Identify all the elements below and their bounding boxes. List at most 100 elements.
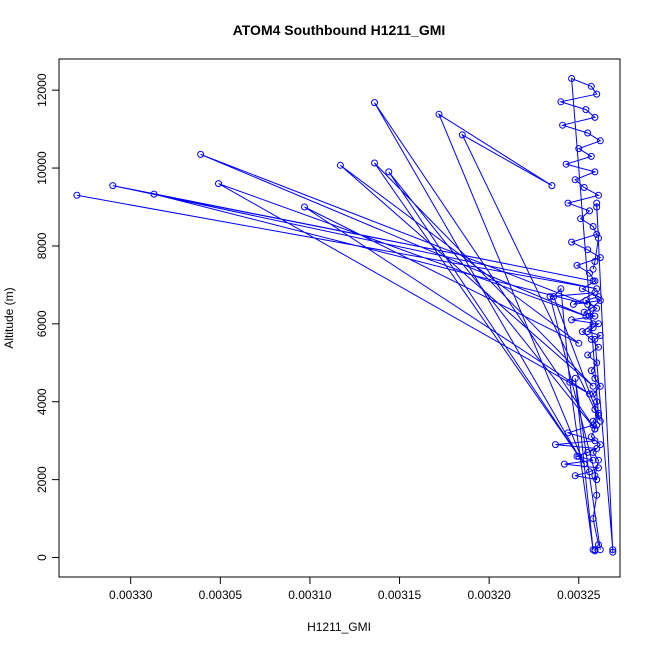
- data-point: [593, 90, 601, 98]
- data-point: [584, 351, 592, 359]
- data-point: [584, 328, 592, 336]
- data-point: [591, 335, 599, 343]
- data-point: [587, 335, 595, 343]
- x-axis-label: H1211_GMI: [307, 620, 371, 634]
- data-point: [577, 215, 585, 223]
- data-point: [589, 320, 597, 328]
- y-tick-label: 4000: [35, 388, 49, 415]
- data-point: [336, 161, 344, 169]
- y-axis: 0 2000 4000 6000 8000 10000 12000: [35, 73, 59, 561]
- data-point: [550, 293, 558, 301]
- data-point: [589, 417, 597, 425]
- data-point: [596, 546, 604, 554]
- data-point: [596, 137, 604, 145]
- data-point: [591, 472, 599, 480]
- series-lines: [76, 77, 614, 553]
- data-point: [591, 113, 599, 121]
- data-point: [591, 425, 599, 433]
- data-point: [546, 293, 554, 301]
- data-point: [595, 456, 602, 464]
- data-point: [589, 546, 597, 554]
- data-point: [571, 374, 579, 382]
- data-point: [589, 456, 597, 464]
- data-point: [73, 191, 81, 199]
- data-point: [582, 297, 590, 304]
- data-point: [591, 406, 599, 413]
- data-point: [586, 390, 593, 398]
- data-point: [215, 180, 222, 188]
- data-point: [589, 390, 597, 398]
- data-point: [557, 98, 565, 106]
- data-point: [557, 285, 565, 293]
- data-point: [584, 246, 592, 254]
- data-point: [591, 437, 599, 445]
- y-tick-label: 2000: [35, 466, 49, 493]
- data-point: [593, 398, 601, 406]
- y-tick-label: 8000: [35, 232, 49, 259]
- data-point: [591, 258, 599, 265]
- data-point: [595, 343, 602, 351]
- data-point: [595, 464, 602, 472]
- data-point: [587, 82, 595, 90]
- data-point: [578, 285, 586, 293]
- data-point: [589, 277, 597, 285]
- data-point: [587, 367, 595, 375]
- data-point: [580, 184, 588, 191]
- data-point: [589, 421, 597, 429]
- data-point: [568, 75, 576, 82]
- series-line: [76, 102, 601, 550]
- data-point: [596, 417, 604, 425]
- x-tick-label: 0.00315: [378, 588, 422, 602]
- y-tick-label: 0: [35, 554, 49, 561]
- data-point: [582, 312, 590, 320]
- series-points: [73, 75, 617, 556]
- data-point: [596, 441, 604, 449]
- data-point: [560, 460, 568, 468]
- data-point: [559, 121, 567, 129]
- x-tick-label: 0.00320: [467, 588, 511, 602]
- data-point: [596, 254, 604, 262]
- x-tick-label: 0.00305: [199, 588, 243, 602]
- data-point: [580, 460, 588, 468]
- data-point: [371, 159, 378, 167]
- y-tick-label: 10000: [35, 151, 49, 185]
- data-point: [587, 433, 595, 441]
- data-point: [593, 304, 601, 312]
- data-point: [595, 293, 602, 301]
- data-point: [568, 238, 576, 246]
- data-point: [575, 339, 583, 347]
- data-point: [593, 203, 601, 211]
- data-point: [575, 145, 583, 153]
- data-point: [568, 316, 576, 324]
- data-point: [301, 203, 308, 211]
- data-point: [385, 168, 393, 176]
- data-point: [562, 160, 570, 168]
- data-point: [371, 99, 378, 107]
- data-point: [150, 190, 158, 198]
- data-point: [589, 265, 597, 273]
- data-point: [586, 468, 593, 476]
- data-point: [197, 150, 205, 158]
- data-point: [595, 409, 602, 417]
- data-point: [591, 374, 599, 382]
- data-point: [595, 234, 602, 242]
- data-point: [595, 320, 602, 328]
- data-point: [609, 546, 617, 554]
- data-point: [591, 312, 599, 320]
- data-point: [591, 289, 599, 297]
- x-tick-label: 0.00310: [288, 588, 332, 602]
- data-point: [587, 304, 595, 312]
- data-point: [596, 297, 604, 304]
- series-line: [549, 77, 614, 553]
- data-point: [591, 168, 599, 176]
- data-point: [593, 421, 601, 429]
- data-point: [575, 452, 583, 460]
- data-point: [589, 382, 597, 390]
- data-point: [571, 176, 579, 184]
- data-point: [593, 199, 601, 207]
- data-point: [589, 223, 597, 230]
- data-point: [580, 308, 588, 316]
- data-point: [548, 182, 556, 190]
- data-point: [578, 328, 586, 336]
